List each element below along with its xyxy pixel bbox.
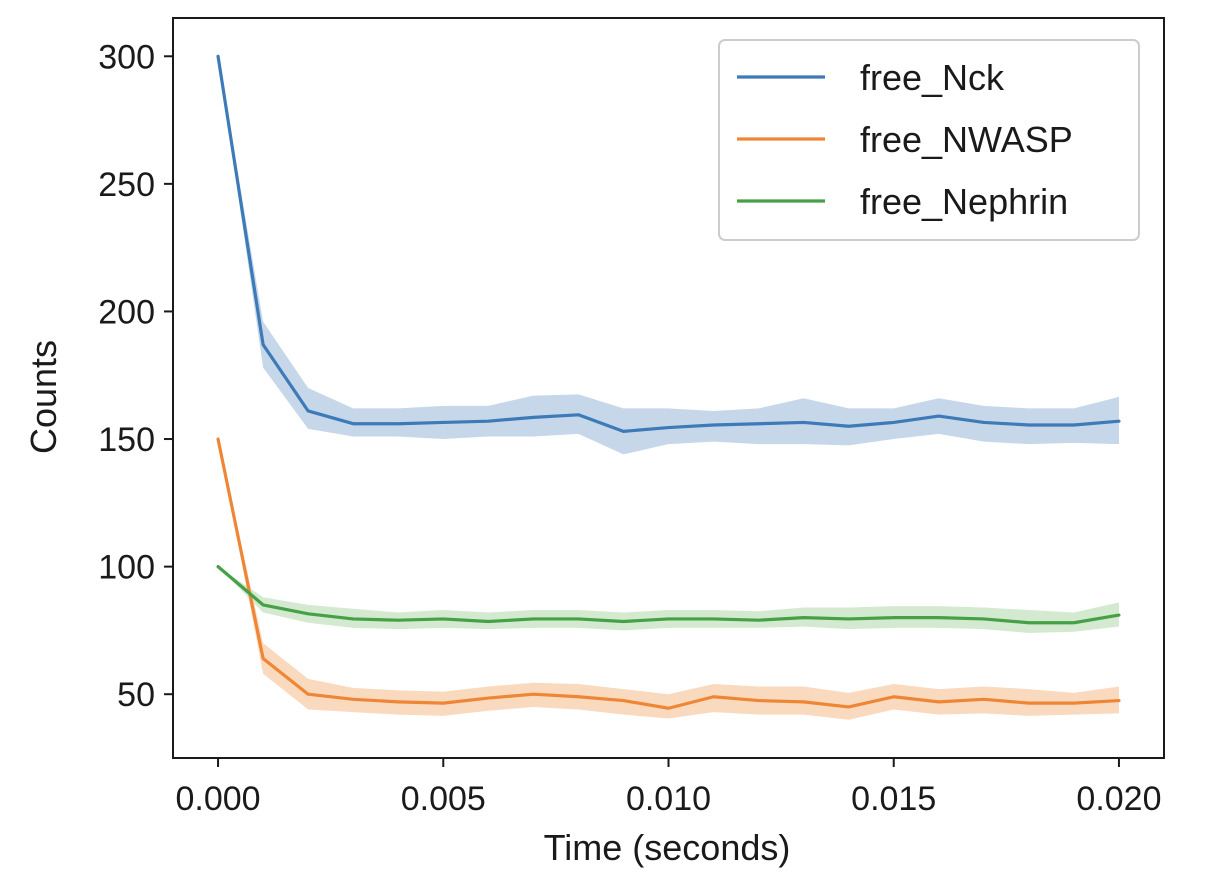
- x-tick-label: 0.015: [851, 780, 936, 818]
- series-lines: [216, 54, 1121, 710]
- series-line-free-nephrin: [216, 565, 1121, 625]
- y-tick-label: 100: [98, 549, 155, 587]
- y-tick-label: 50: [117, 676, 155, 714]
- legend-box: [718, 39, 1140, 241]
- y-tick-label: 150: [98, 421, 155, 459]
- y-tick-label: 250: [98, 166, 155, 204]
- legend-label-free-nephrin: free_Nephrin: [860, 181, 1068, 222]
- series-line-free-nwasp: [216, 437, 1121, 710]
- x-axis-ticks: 0.000 0.005 0.010 0.015 0.020: [175, 758, 1162, 818]
- band-free-nck: [218, 56, 1119, 455]
- y-tick-label: 200: [98, 293, 155, 331]
- y-tick-label: 300: [98, 38, 155, 76]
- x-tick-label: 0.000: [175, 780, 260, 818]
- x-tick-label: 0.010: [626, 780, 711, 818]
- x-tick-label: 0.005: [401, 780, 486, 818]
- x-axis-label: Time (seconds): [544, 827, 791, 868]
- legend-label-free-nck: free_Nck: [860, 57, 1005, 98]
- y-axis-label: Counts: [23, 340, 64, 454]
- legend: free_Nck free_NWASP free_Nephrin: [718, 39, 1140, 241]
- x-tick-label: 0.020: [1076, 780, 1161, 818]
- series-line-free-nck: [216, 54, 1121, 433]
- band-free-nwasp: [218, 439, 1119, 720]
- y-axis-ticks: 50 100 150 200 250 300: [98, 38, 173, 714]
- legend-label-free-nwasp: free_NWASP: [860, 119, 1073, 160]
